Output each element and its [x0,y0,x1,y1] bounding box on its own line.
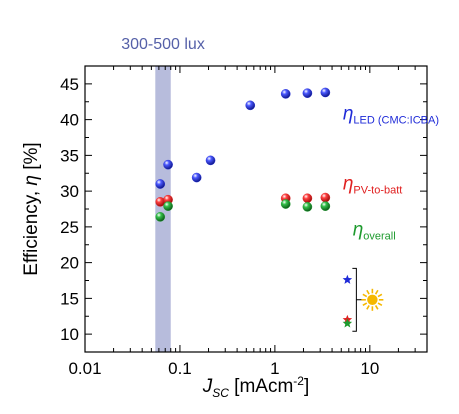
data-point [191,172,202,183]
data-point [320,192,331,203]
sun-ray [374,305,379,310]
data-point [302,193,313,204]
sun-icon [361,288,384,311]
data-point [155,179,166,189]
data-point [320,87,331,98]
x-tick-label: 1 [270,359,279,378]
sun-ray [362,293,368,298]
data-point [163,201,173,211]
star-point [342,274,353,284]
x-tick-label: 0.01 [68,359,101,378]
sun-ray [374,289,379,295]
series-annotation: ηLED (CMC:ICBA) [343,104,439,127]
data-point [205,155,216,166]
sun-ray [377,293,383,298]
series-annotation: ηPV-to-batt [343,174,402,197]
x-axis-title: JSC [mAcm-2] [202,374,310,400]
sun-ray [366,305,370,310]
data-point [320,201,331,211]
sun-ray [366,289,370,295]
data-point [280,199,291,209]
y-tick-label: 35 [60,146,79,165]
data-point [302,202,313,212]
series-annotation: ηoverall [353,219,396,242]
y-tick-label: 30 [60,182,79,201]
x-tick-label: 10 [360,359,379,378]
y-tick-label: 10 [60,325,79,344]
sun-ray [362,302,368,306]
data-point [302,88,313,98]
exposure-band [155,66,171,352]
y-tick-label: 40 [60,111,79,130]
star-bracket [352,267,363,332]
y-tick-label: 20 [60,254,79,273]
band-label: 300-500 lux [121,36,205,53]
data-point [280,89,291,99]
data-point [155,212,166,222]
y-tick-label: 15 [60,289,79,308]
data-point [163,159,173,170]
star-point [342,318,353,328]
plot-frame [84,65,428,353]
y-tick-label: 25 [60,218,79,237]
sun-core [367,294,378,306]
y-axis-title: Efficiency, η [%] [21,142,42,275]
data-point [245,100,256,111]
y-tick-label: 45 [60,75,79,94]
x-tick-label: 0.1 [168,359,192,378]
sun-ray [377,302,383,306]
